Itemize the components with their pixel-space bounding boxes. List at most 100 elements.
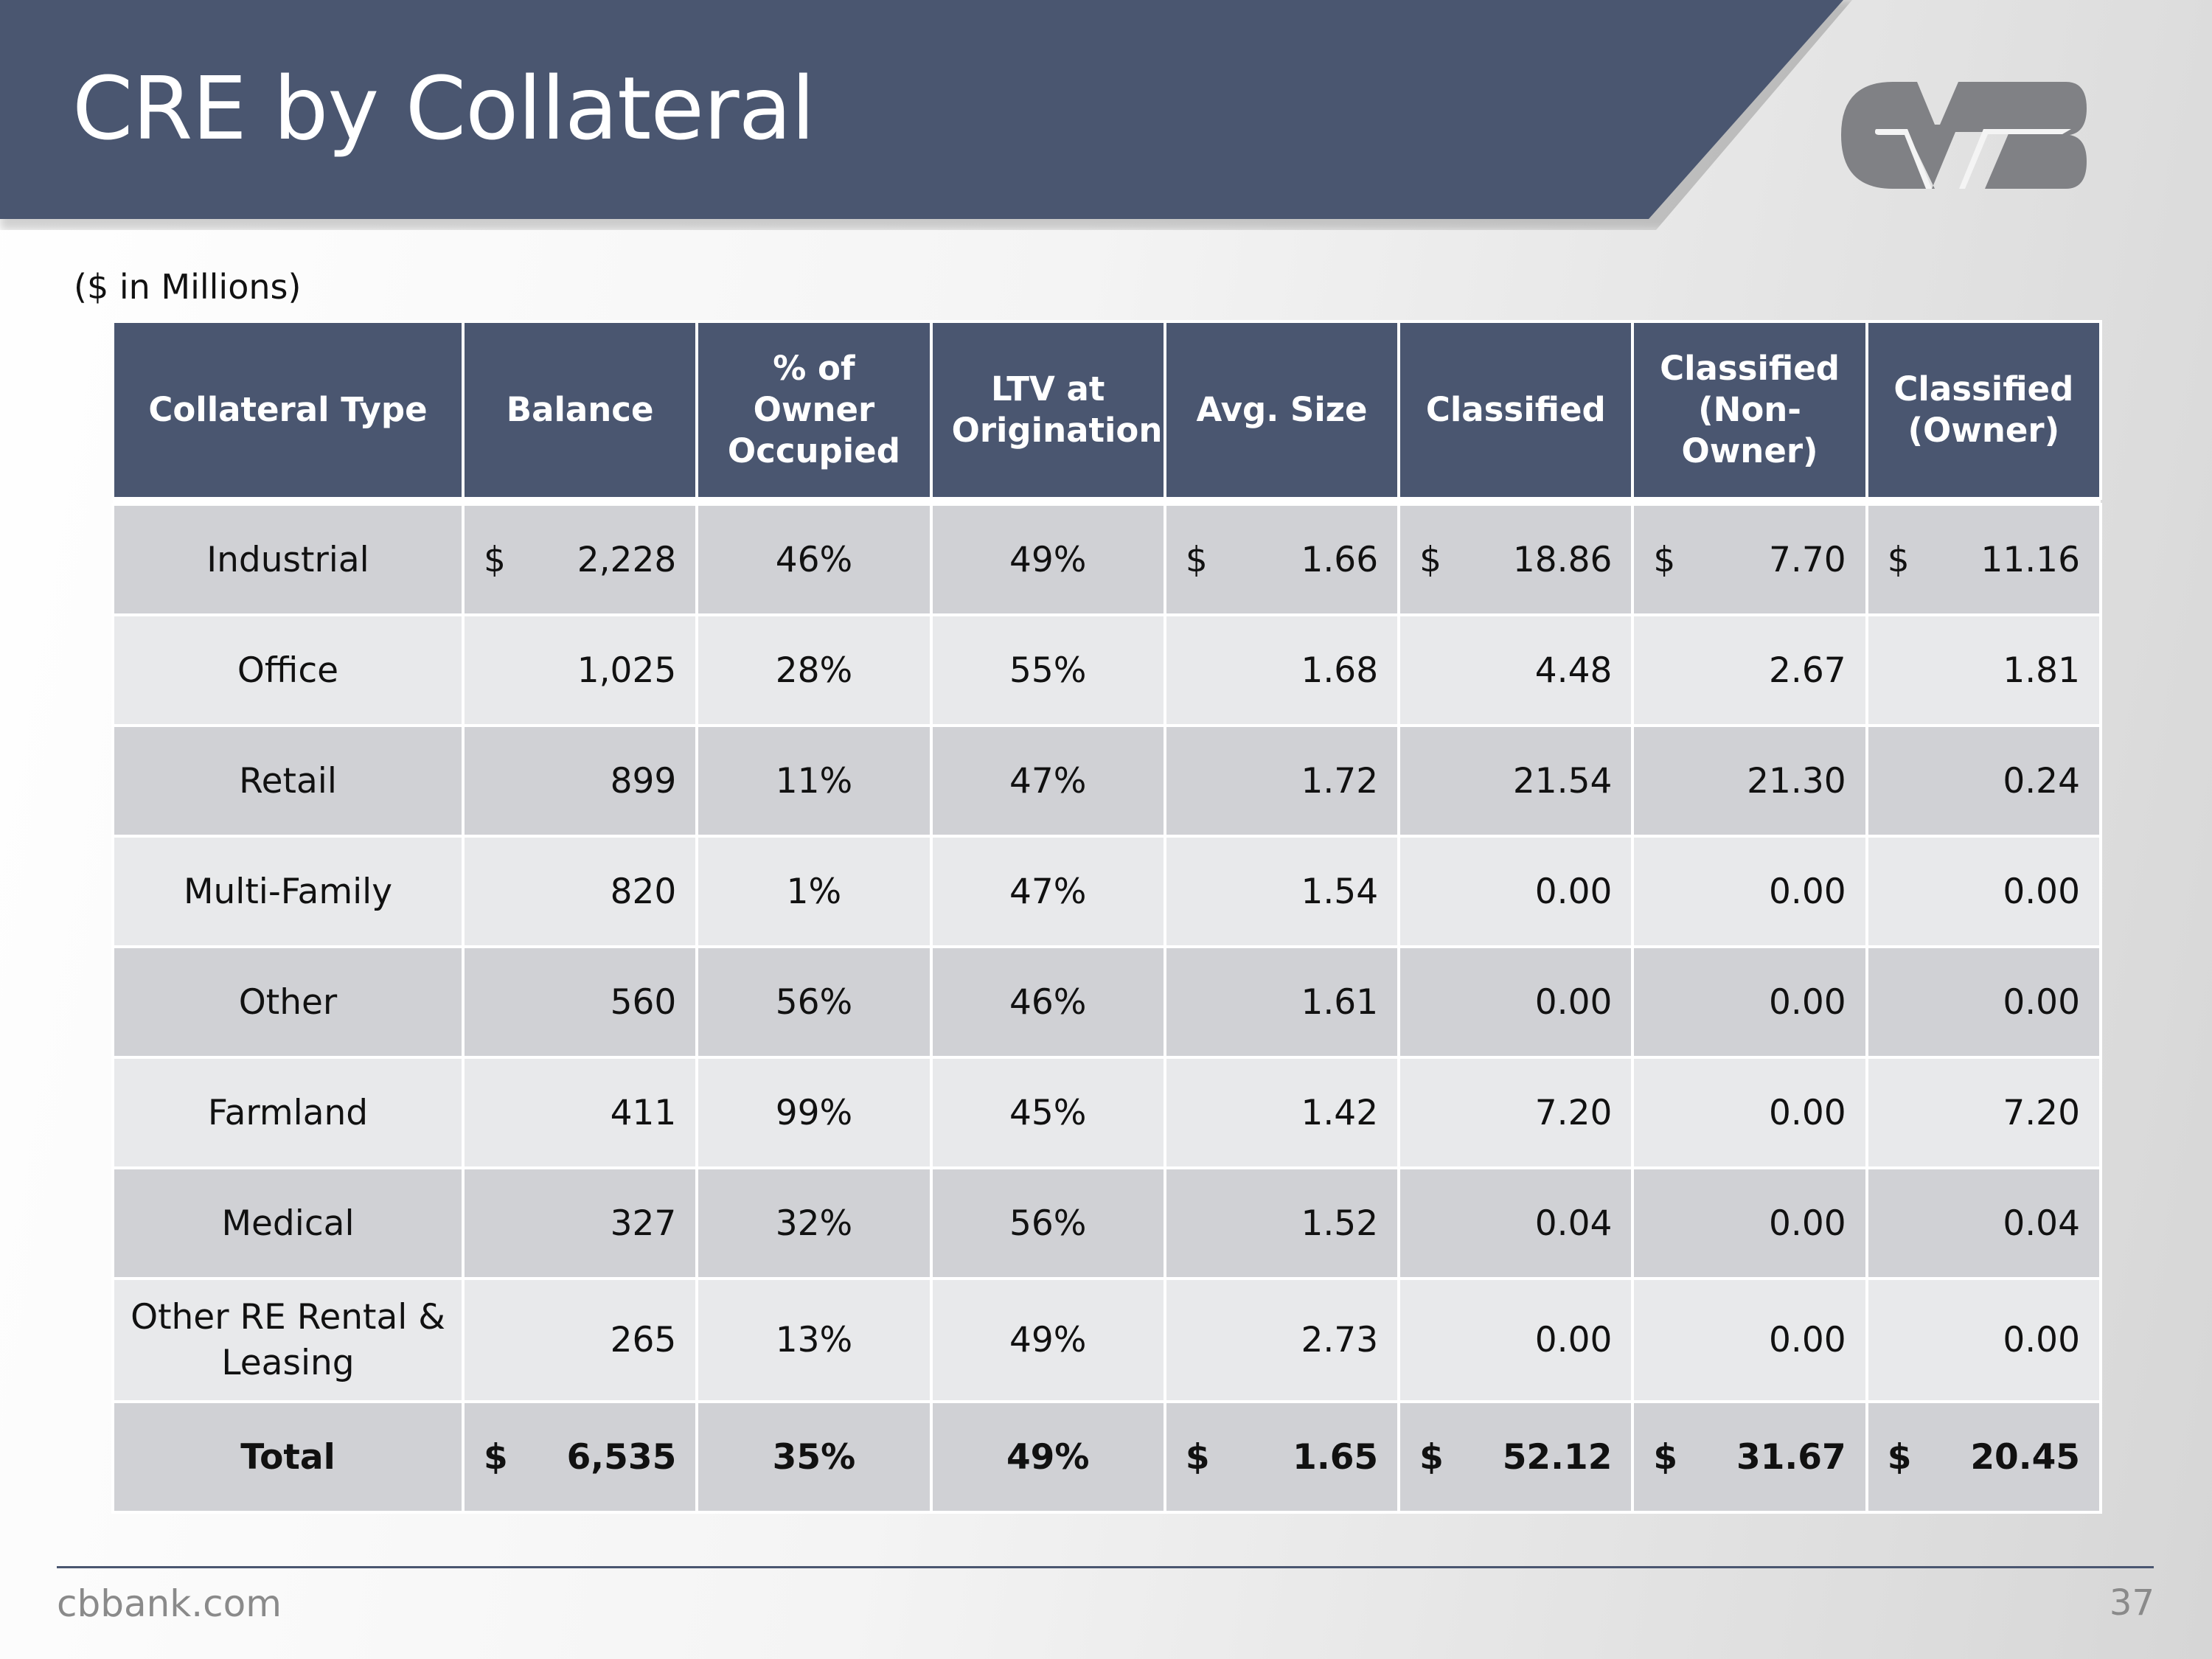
cell-value: 18.86 bbox=[1512, 539, 1613, 580]
table-row: Other 560 56% 46% 1.61 0.00 0.00 0.00 bbox=[111, 945, 2103, 1059]
value-cell: 1.52 bbox=[1163, 1166, 1401, 1280]
table-row: Retail 899 11% 47% 1.72 21.54 21.30 0.24 bbox=[111, 724, 2103, 838]
collateral-type-cell: Total bbox=[111, 1400, 465, 1514]
cell-value: 6,535 bbox=[566, 1436, 677, 1478]
value-cell: 0.00 bbox=[1631, 835, 1868, 948]
value-cell: 2.73 bbox=[1163, 1277, 1401, 1403]
collateral-type-cell: Multi-Family bbox=[111, 835, 465, 948]
value-cell: 0.00 bbox=[1631, 945, 1868, 1059]
value-cell: 265 bbox=[461, 1277, 699, 1403]
value-cell: $7.70 bbox=[1631, 503, 1868, 616]
collateral-type-cell: Other RE Rental & Leasing bbox=[111, 1277, 465, 1403]
value-cell: $11.16 bbox=[1865, 503, 2103, 616]
cell-value: 11.16 bbox=[1980, 539, 2080, 580]
value-cell: 49% bbox=[929, 1277, 1166, 1403]
value-cell: 11% bbox=[695, 724, 933, 838]
value-cell: 28% bbox=[695, 613, 933, 727]
currency-symbol: $ bbox=[1185, 539, 1208, 580]
value-cell: 1.72 bbox=[1163, 724, 1401, 838]
value-cell: 0.00 bbox=[1397, 835, 1635, 948]
value-cell: 411 bbox=[461, 1056, 699, 1169]
column-header: Classified (Owner) bbox=[1865, 320, 2103, 500]
value-cell: 0.00 bbox=[1865, 835, 2103, 948]
cell-value: 52.12 bbox=[1502, 1436, 1613, 1478]
cell-value: 7.70 bbox=[1769, 539, 1846, 580]
table-row: Medical 327 32% 56% 1.52 0.04 0.00 0.04 bbox=[111, 1166, 2103, 1280]
collateral-type-cell: Industrial bbox=[111, 503, 465, 616]
value-cell: 0.00 bbox=[1865, 1277, 2103, 1403]
value-cell: 55% bbox=[929, 613, 1166, 727]
value-cell: $6,535 bbox=[461, 1400, 699, 1514]
table-row: Multi-Family 820 1% 47% 1.54 0.00 0.00 0.00 bbox=[111, 835, 2103, 948]
value-cell: $2,228 bbox=[461, 503, 699, 616]
column-header: % of Owner Occupied bbox=[695, 320, 933, 500]
table-row: Farmland 411 99% 45% 1.42 7.20 0.00 7.20 bbox=[111, 1056, 2103, 1169]
value-cell: 0.04 bbox=[1865, 1166, 2103, 1280]
value-cell: 0.24 bbox=[1865, 724, 2103, 838]
value-cell: 1.61 bbox=[1163, 945, 1401, 1059]
cell-value: 20.45 bbox=[1970, 1436, 2080, 1478]
column-header: LTV at Origination bbox=[929, 320, 1166, 500]
value-cell: 21.30 bbox=[1631, 724, 1868, 838]
title-band bbox=[0, 0, 1843, 219]
value-cell: 820 bbox=[461, 835, 699, 948]
value-cell: 1,025 bbox=[461, 613, 699, 727]
table-row: Industrial $2,228 46% 49% $1.66 $18.86 $7.70 $1… bbox=[111, 503, 2103, 616]
cell-value: 1.65 bbox=[1293, 1436, 1379, 1478]
value-cell: 49% bbox=[929, 1400, 1166, 1514]
value-cell: 46% bbox=[695, 503, 933, 616]
units-note: ($ in Millions) bbox=[74, 267, 302, 307]
currency-symbol: $ bbox=[1653, 1436, 1678, 1478]
value-cell: 560 bbox=[461, 945, 699, 1059]
table-row: Other RE Rental & Leasing 265 13% 49% 2.73 0.… bbox=[111, 1277, 2103, 1403]
value-cell: 56% bbox=[929, 1166, 1166, 1280]
value-cell: $52.12 bbox=[1397, 1400, 1635, 1514]
value-cell: 0.04 bbox=[1397, 1166, 1635, 1280]
value-cell: 1.42 bbox=[1163, 1056, 1401, 1169]
value-cell: 4.48 bbox=[1397, 613, 1635, 727]
collateral-type-cell: Office bbox=[111, 613, 465, 727]
footer-website: cbbank.com bbox=[57, 1582, 282, 1625]
currency-symbol: $ bbox=[1887, 1436, 1912, 1478]
value-cell: 1.54 bbox=[1163, 835, 1401, 948]
cell-value: 31.67 bbox=[1736, 1436, 1846, 1478]
column-header: Classified bbox=[1397, 320, 1635, 500]
currency-symbol: $ bbox=[1653, 539, 1676, 580]
value-cell: 0.00 bbox=[1631, 1277, 1868, 1403]
value-cell: $31.67 bbox=[1631, 1400, 1868, 1514]
value-cell: 327 bbox=[461, 1166, 699, 1280]
value-cell: 45% bbox=[929, 1056, 1166, 1169]
cell-value: 1.66 bbox=[1301, 539, 1379, 580]
cre-collateral-table: Collateral Type Balance% of Owner Occupie… bbox=[111, 320, 2103, 1514]
value-cell: 32% bbox=[695, 1166, 933, 1280]
value-cell: 7.20 bbox=[1397, 1056, 1635, 1169]
value-cell: 0.00 bbox=[1397, 1277, 1635, 1403]
cell-value: 2,228 bbox=[577, 539, 677, 580]
currency-symbol: $ bbox=[1185, 1436, 1210, 1478]
value-cell: 0.00 bbox=[1631, 1166, 1868, 1280]
page-title: CRE by Collateral bbox=[72, 58, 815, 159]
value-cell: 1% bbox=[695, 835, 933, 948]
value-cell: 56% bbox=[695, 945, 933, 1059]
cvb-logo bbox=[1841, 82, 2087, 189]
value-cell: $1.66 bbox=[1163, 503, 1401, 616]
value-cell: 2.67 bbox=[1631, 613, 1868, 727]
collateral-type-cell: Farmland bbox=[111, 1056, 465, 1169]
value-cell: 1.81 bbox=[1865, 613, 2103, 727]
value-cell: 1.68 bbox=[1163, 613, 1401, 727]
footer-divider bbox=[57, 1566, 2154, 1568]
column-header: Avg. Size bbox=[1163, 320, 1401, 500]
value-cell: 47% bbox=[929, 724, 1166, 838]
value-cell: 13% bbox=[695, 1277, 933, 1403]
value-cell: 899 bbox=[461, 724, 699, 838]
currency-symbol: $ bbox=[484, 1436, 508, 1478]
value-cell: 0.00 bbox=[1865, 945, 2103, 1059]
value-cell: 7.20 bbox=[1865, 1056, 2103, 1169]
value-cell: 49% bbox=[929, 503, 1166, 616]
collateral-type-cell: Medical bbox=[111, 1166, 465, 1280]
page-number: 37 bbox=[2109, 1582, 2154, 1624]
value-cell: $1.65 bbox=[1163, 1400, 1401, 1514]
value-cell: 35% bbox=[695, 1400, 933, 1514]
collateral-type-cell: Retail bbox=[111, 724, 465, 838]
currency-symbol: $ bbox=[1887, 539, 1910, 580]
